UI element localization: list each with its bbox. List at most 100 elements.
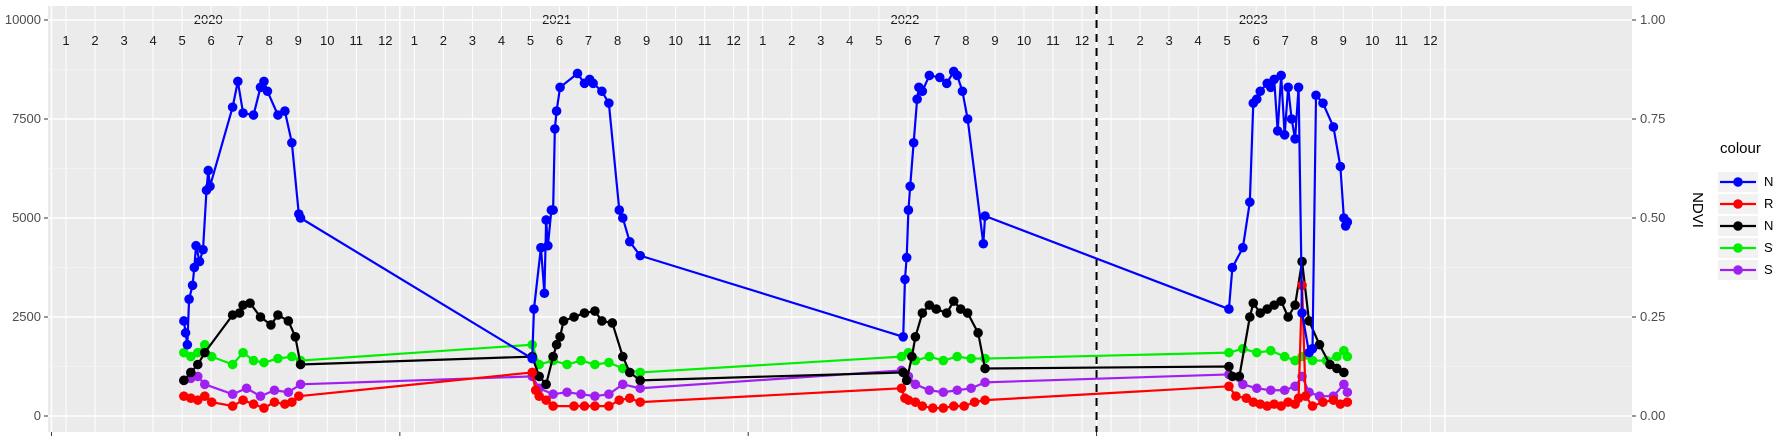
data-point-nir: [1269, 300, 1279, 310]
data-point-sw2: [590, 391, 600, 402]
month-label: 9: [643, 33, 650, 48]
month-label: 2: [1136, 33, 1143, 48]
data-point-nir: [931, 304, 942, 314]
data-point-sw2: [269, 385, 280, 396]
data-point-sw1: [1251, 347, 1262, 358]
month-label: 1: [411, 33, 418, 48]
data-point-sw2: [635, 383, 645, 394]
y2-tick-label: 0.50: [1640, 210, 1665, 225]
data-point-sw1: [186, 351, 196, 362]
data-point-red: [569, 401, 579, 411]
y-tick-label: 5000: [12, 210, 41, 225]
month-label: 5: [1224, 33, 1231, 48]
month-label: 6: [208, 33, 215, 48]
data-point-sw1: [1265, 345, 1276, 356]
data-point-red: [635, 397, 645, 407]
data-point-nir: [192, 359, 203, 370]
data-point-ndvi: [941, 78, 952, 89]
data-point-ndvi: [259, 76, 269, 87]
data-point-ndvi: [901, 252, 912, 263]
month-label: 7: [237, 33, 244, 48]
data-point-sw1: [179, 347, 189, 358]
data-point-nir: [555, 332, 565, 342]
data-point-red: [590, 401, 600, 411]
data-point-sw2: [910, 379, 921, 390]
data-point-sw2: [227, 389, 238, 400]
legend-key-point: [1733, 177, 1743, 187]
month-label: 3: [120, 33, 127, 48]
data-point-red: [604, 401, 614, 411]
data-point-sw2: [1279, 385, 1290, 396]
data-point-sw1: [287, 351, 297, 362]
data-point-ndvi: [280, 106, 290, 116]
data-point-nir: [579, 308, 590, 318]
month-label: 1: [759, 33, 766, 48]
month-label: 10: [1017, 33, 1031, 48]
data-point-nir: [541, 379, 551, 390]
data-point-ndvi: [191, 240, 201, 251]
data-point-ndvi: [1283, 82, 1293, 93]
month-label: 2: [788, 33, 795, 48]
month-label: 8: [1311, 33, 1318, 48]
legend-key-point: [1733, 265, 1743, 275]
month-label: 5: [178, 33, 185, 48]
data-point-ndvi: [539, 288, 550, 299]
data-point-red: [259, 403, 269, 413]
data-point-ndvi: [551, 106, 562, 116]
data-point-ndvi: [924, 70, 935, 81]
data-point-ndvi: [184, 294, 194, 304]
data-point-ndvi: [614, 205, 625, 215]
y2-tick-label: 0.75: [1640, 111, 1665, 126]
data-point-sw2: [966, 383, 976, 394]
data-point-nir: [1248, 298, 1259, 308]
data-point-red: [527, 367, 538, 378]
legend-key-point: [1733, 221, 1743, 231]
data-point-ndvi: [1255, 86, 1266, 97]
data-point-ndvi: [248, 110, 259, 120]
data-point-sw1: [199, 339, 210, 350]
data-point-ndvi: [1224, 304, 1234, 314]
data-point-ndvi: [287, 137, 297, 148]
data-point-ndvi: [198, 244, 208, 255]
data-point-red: [1307, 401, 1318, 411]
data-point-nir: [290, 332, 301, 342]
month-label: 12: [1423, 33, 1437, 48]
data-point-red: [206, 397, 217, 407]
data-point-nir: [548, 351, 558, 362]
data-point-nir: [1290, 300, 1300, 310]
data-point-nir: [635, 375, 645, 386]
data-point-red: [917, 401, 928, 411]
month-label: 3: [1165, 33, 1172, 48]
data-point-sw1: [1224, 347, 1234, 358]
data-point-ndvi: [1307, 343, 1318, 354]
month-label: 10: [320, 33, 334, 48]
data-point-ndvi: [1276, 70, 1286, 81]
data-point-ndvi: [203, 165, 214, 176]
data-point-sw2: [199, 379, 210, 390]
data-point-ndvi: [543, 240, 553, 251]
data-point-sw2: [1251, 383, 1262, 394]
data-point-nir: [179, 375, 189, 386]
data-point-nir: [917, 308, 928, 318]
data-point-ndvi: [908, 137, 919, 148]
data-point-red: [980, 395, 990, 405]
data-point-red: [534, 391, 544, 402]
month-label: 10: [668, 33, 682, 48]
data-point-sw2: [1339, 379, 1349, 390]
month-label: 9: [991, 33, 998, 48]
y2-tick-label: 0.25: [1640, 309, 1665, 324]
data-point-ndvi: [233, 76, 243, 87]
data-point-sw2: [938, 387, 949, 398]
data-point-nir: [617, 351, 628, 362]
y-tick-label: 2500: [12, 309, 41, 324]
month-label: 1: [62, 33, 69, 48]
data-point-ndvi: [1272, 126, 1283, 136]
data-point-red: [928, 403, 938, 413]
data-point-sw1: [227, 359, 238, 370]
data-point-sw2: [604, 389, 614, 400]
data-point-ndvi: [1245, 197, 1255, 207]
y-tick-label: 0: [34, 408, 41, 423]
data-point-sw1: [604, 357, 614, 368]
data-point-nir: [266, 320, 276, 330]
data-point-sw2: [192, 371, 203, 382]
